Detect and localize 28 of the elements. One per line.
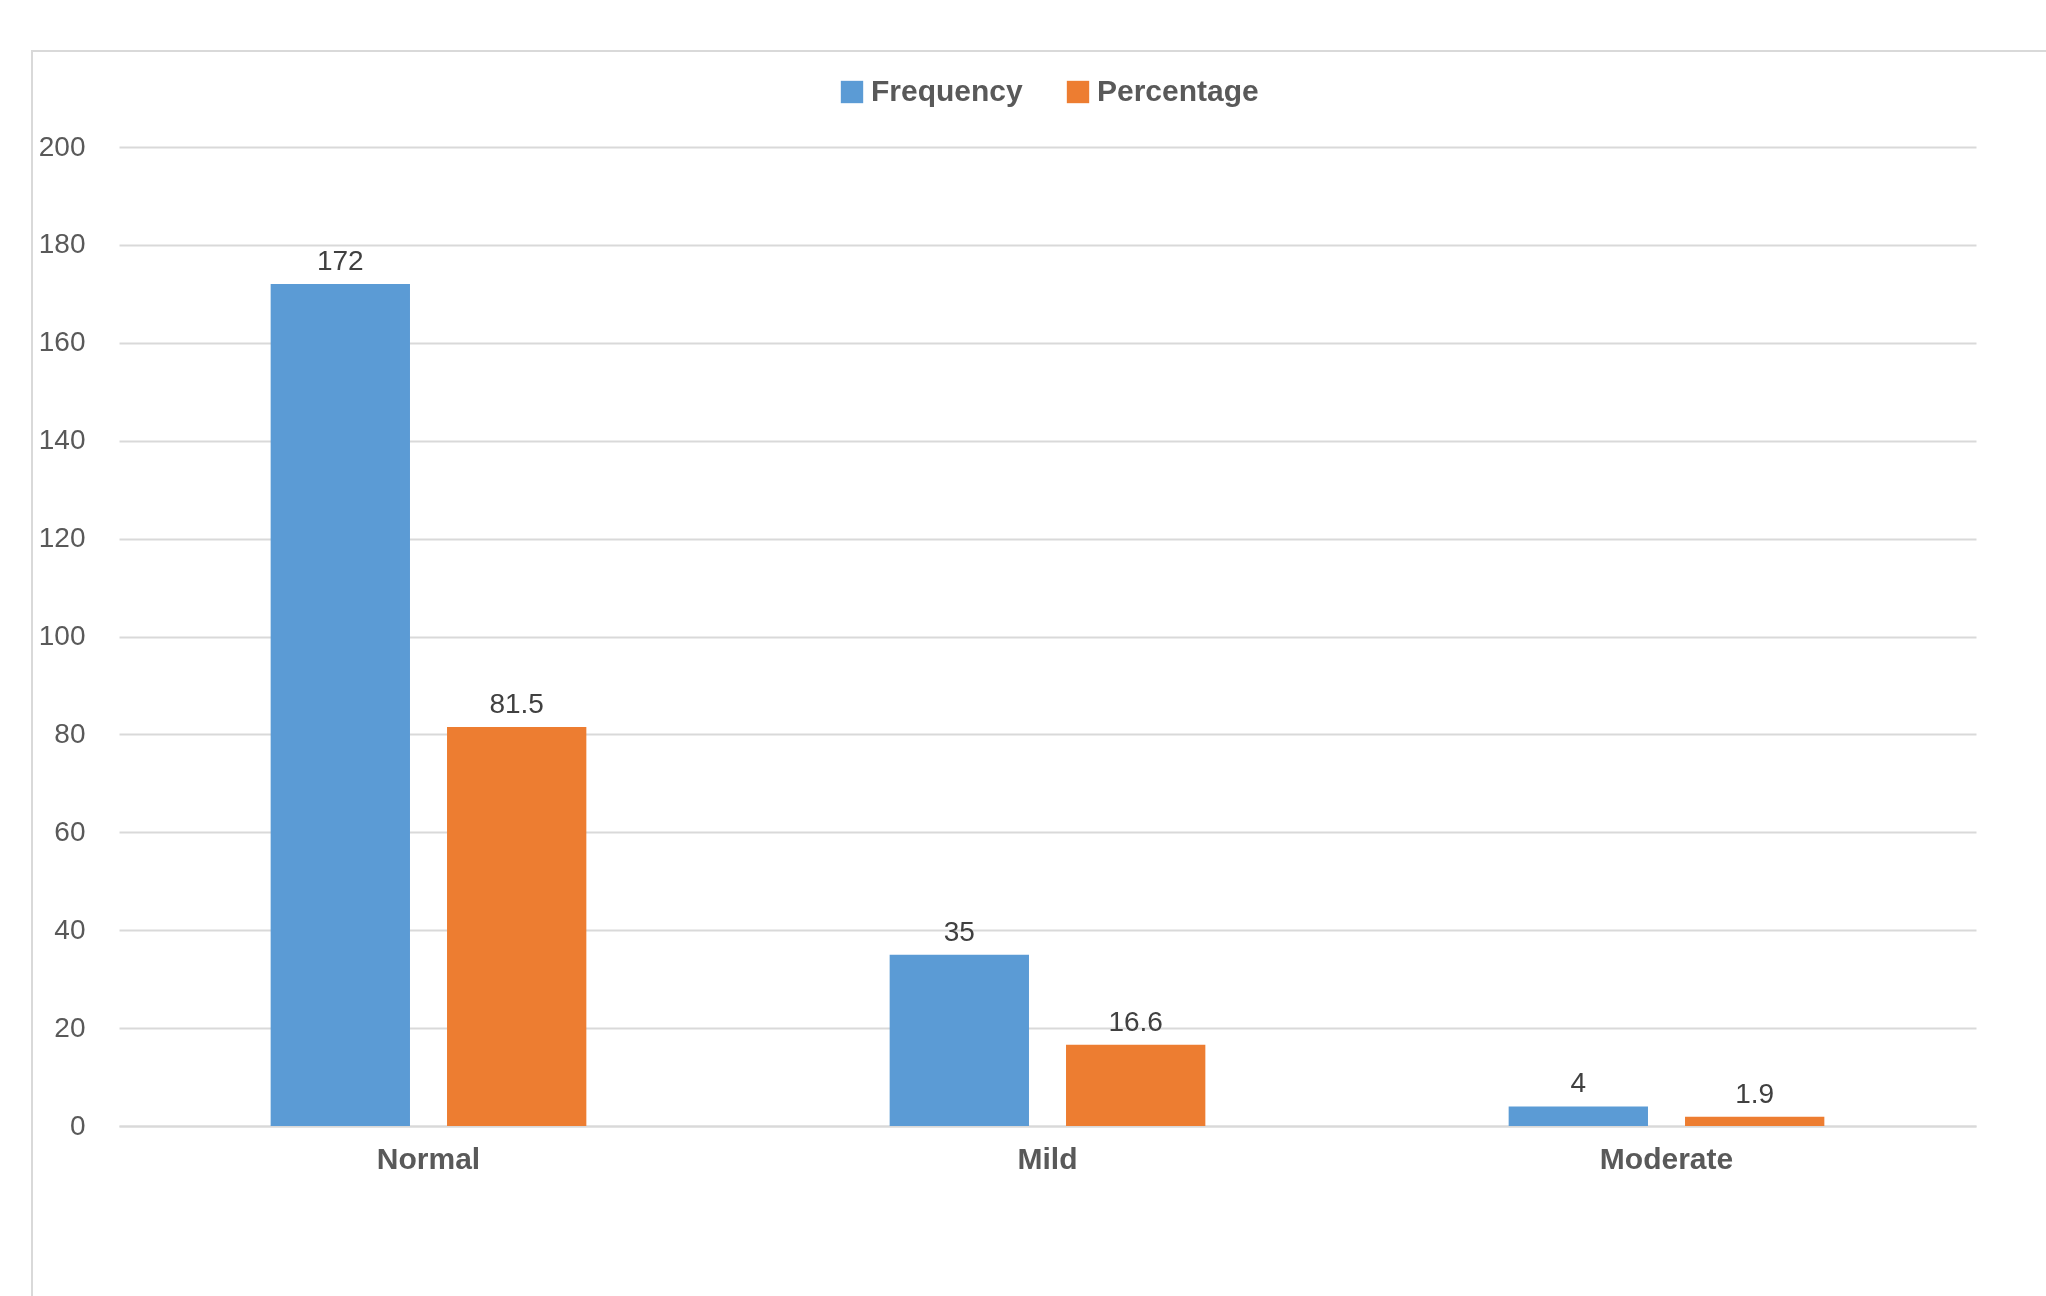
data-label: 81.5 [489, 688, 544, 720]
bar [1066, 1044, 1206, 1126]
data-label: 172 [316, 245, 364, 277]
bar [889, 954, 1029, 1126]
y-tick-label: 100 [38, 620, 86, 651]
x-tick-label: Moderate [1599, 1141, 1734, 1175]
y-tick-label: 60 [54, 815, 86, 847]
legend-label: Frequency [871, 74, 1024, 107]
y-tick-label: 160 [38, 326, 86, 358]
bar [1508, 1106, 1648, 1126]
data-label: 1.9 [1735, 1077, 1775, 1109]
y-tick-label: 80 [54, 717, 86, 749]
bar [447, 727, 587, 1126]
y-tick-label: 120 [38, 522, 86, 554]
y-tick-label: 20 [54, 1011, 86, 1043]
y-tick-label: 140 [38, 424, 86, 456]
data-label: 4 [1570, 1067, 1587, 1099]
bar [270, 284, 410, 1126]
y-tick-label: 180 [38, 228, 86, 260]
x-tick-label: Normal [376, 1141, 481, 1175]
bar [1685, 1116, 1825, 1126]
y-tick-label: 0 [69, 1109, 86, 1141]
data-label: 35 [943, 915, 975, 947]
legend-label: Percentage [1097, 74, 1259, 107]
y-tick-label: 40 [54, 913, 86, 945]
data-label: 16.6 [1108, 1005, 1163, 1037]
x-tick-label: Mild [1017, 1141, 1078, 1175]
y-tick-label: 200 [38, 130, 86, 162]
